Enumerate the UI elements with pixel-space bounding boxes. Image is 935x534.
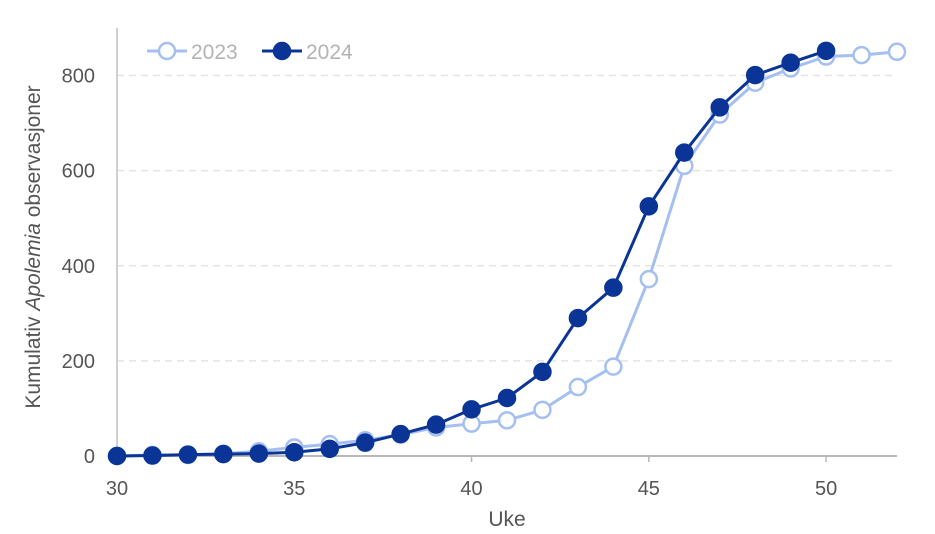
legend-marker xyxy=(272,41,292,61)
data-point-2023 xyxy=(887,42,907,62)
y-tick-label: 800 xyxy=(62,66,95,88)
data-point-2023 xyxy=(639,269,659,289)
data-point-2024 xyxy=(497,388,517,408)
x-tick-label: 50 xyxy=(815,478,837,500)
series-2024 xyxy=(107,41,836,466)
data-point-2024 xyxy=(745,65,765,85)
legend: 2023 2024 xyxy=(147,41,353,64)
y-axis-title-part: Apolemia xyxy=(22,223,45,313)
x-tick-label: 45 xyxy=(638,478,660,500)
legend-item-2023: 2023 xyxy=(147,41,238,64)
legend-item-2024: 2024 xyxy=(262,41,353,64)
legend-marker xyxy=(157,41,177,61)
data-point-2024 xyxy=(320,439,339,459)
gridlines xyxy=(117,74,897,362)
y-axis-title-part: observasjoner xyxy=(22,85,45,223)
y-axis-title-part: Kumulativ xyxy=(22,311,45,409)
y-tick-label: 0 xyxy=(84,446,95,468)
data-point-2024 xyxy=(107,446,127,466)
y-axis-title: Kumulativ Apolemia observasjoner xyxy=(22,85,45,408)
data-point-2024 xyxy=(249,444,269,463)
data-point-2024 xyxy=(710,98,729,117)
data-point-2024 xyxy=(604,278,623,297)
data-point-2024 xyxy=(568,308,588,328)
data-point-2023 xyxy=(568,377,588,397)
data-point-2024 xyxy=(533,362,552,382)
data-point-2024 xyxy=(781,53,800,72)
tick-labels: 0 200 400 600 800 30 35 40 45 50 xyxy=(62,66,838,500)
legend-label: 2023 xyxy=(191,41,238,64)
data-point-2024 xyxy=(178,445,198,464)
data-point-2023 xyxy=(533,400,552,420)
data-point-2024 xyxy=(355,433,375,452)
data-point-2024 xyxy=(143,446,162,465)
y-tick-label: 600 xyxy=(62,161,95,183)
x-tick-label: 30 xyxy=(106,478,128,500)
data-point-2024 xyxy=(214,444,233,464)
data-point-2023 xyxy=(497,411,517,430)
x-axis-title: Uke xyxy=(488,508,525,531)
y-tick-label: 200 xyxy=(62,351,95,373)
data-point-2024 xyxy=(675,143,694,162)
y-tick-label: 400 xyxy=(62,256,95,278)
series xyxy=(107,41,907,466)
data-point-2023 xyxy=(604,357,623,376)
data-point-2024 xyxy=(639,197,659,216)
x-tick-label: 35 xyxy=(283,478,305,500)
data-point-2024 xyxy=(426,415,446,434)
data-point-2023 xyxy=(852,45,871,65)
data-point-2024 xyxy=(462,400,481,419)
x-tick-label: 40 xyxy=(460,478,482,500)
data-point-2024 xyxy=(285,442,304,462)
data-point-2024 xyxy=(391,424,410,444)
legend-label: 2024 xyxy=(306,41,353,64)
data-point-2024 xyxy=(816,41,836,61)
